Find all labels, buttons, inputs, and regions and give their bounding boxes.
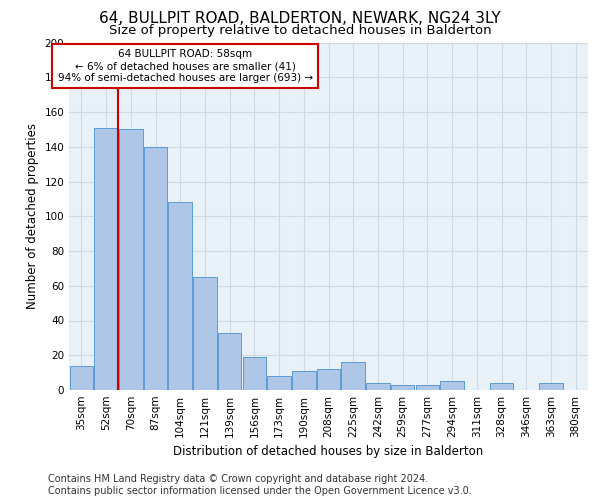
Bar: [193, 277, 217, 390]
X-axis label: Distribution of detached houses by size in Balderton: Distribution of detached houses by size …: [173, 446, 484, 458]
Bar: [218, 332, 241, 390]
Bar: [366, 383, 389, 390]
Bar: [490, 383, 513, 390]
Bar: [416, 385, 439, 390]
Bar: [391, 385, 415, 390]
Y-axis label: Number of detached properties: Number of detached properties: [26, 123, 39, 309]
Bar: [317, 369, 340, 390]
Bar: [169, 202, 192, 390]
Bar: [119, 130, 143, 390]
Text: 64, BULLPIT ROAD, BALDERTON, NEWARK, NG24 3LY: 64, BULLPIT ROAD, BALDERTON, NEWARK, NG2…: [99, 11, 501, 26]
Bar: [539, 383, 563, 390]
Text: Size of property relative to detached houses in Balderton: Size of property relative to detached ho…: [109, 24, 491, 37]
Text: 64 BULLPIT ROAD: 58sqm
← 6% of detached houses are smaller (41)
94% of semi-deta: 64 BULLPIT ROAD: 58sqm ← 6% of detached …: [58, 50, 313, 82]
Bar: [440, 382, 464, 390]
Text: Contains HM Land Registry data © Crown copyright and database right 2024.
Contai: Contains HM Land Registry data © Crown c…: [48, 474, 472, 496]
Bar: [292, 371, 316, 390]
Bar: [341, 362, 365, 390]
Bar: [268, 376, 291, 390]
Bar: [70, 366, 93, 390]
Bar: [242, 357, 266, 390]
Bar: [144, 147, 167, 390]
Bar: [94, 128, 118, 390]
